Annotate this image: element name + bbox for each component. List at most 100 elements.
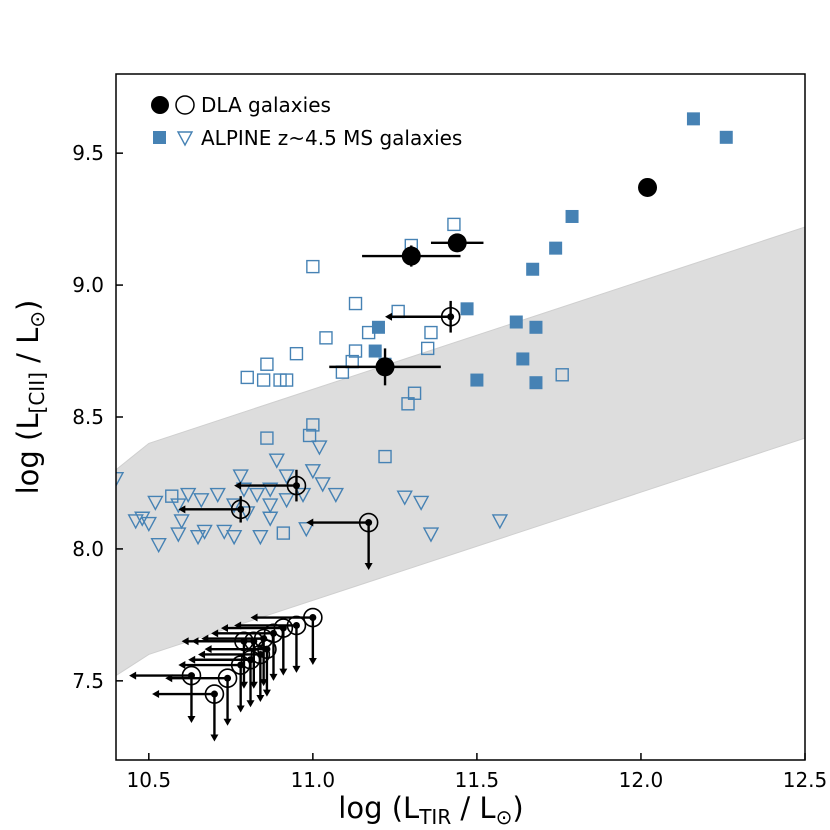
upper-limit-arrow-head — [246, 700, 255, 708]
alpine-upper-limit-triangle — [327, 487, 344, 503]
alpine-detection-square — [549, 241, 563, 255]
x-tick-label: 11.5 — [455, 768, 500, 792]
alpine-open-square — [555, 368, 569, 382]
alpine-open-square — [420, 341, 435, 356]
upper-limit-arrow-head — [385, 312, 393, 321]
alpine-open-square — [319, 331, 333, 345]
dla-limit-open-circle — [240, 649, 261, 670]
alpine-detection-square — [371, 320, 385, 334]
shaded-band — [116, 226, 805, 677]
alpine-open-square — [401, 397, 415, 411]
alpine-upper-limit-triangle — [235, 482, 253, 498]
alpine-open-square — [289, 346, 304, 361]
upper-limit-arrow-head — [204, 645, 212, 654]
y-tick-label: 9.5 — [72, 141, 104, 165]
alpine-upper-limit-triangle — [239, 506, 256, 522]
alpine-upper-limit-triangle — [225, 530, 243, 546]
upper-limit-arrow-head — [259, 679, 268, 687]
x-tick-label: 12.5 — [783, 768, 828, 792]
dla-limit-center-dot — [292, 482, 300, 490]
alpine-upper-limit-triangle — [278, 493, 295, 509]
upper-limit-arrow-head — [181, 637, 189, 646]
alpine-upper-limit-triangle — [209, 487, 226, 503]
alpine-open-square — [260, 357, 274, 371]
y-tick-label: 8.5 — [72, 405, 104, 429]
alpine-upper-limit-triangle — [170, 498, 187, 514]
y-tick-label: 9.0 — [72, 273, 104, 297]
upper-limit-arrow-head — [165, 674, 173, 683]
dla-limit-open-circle — [181, 665, 202, 686]
dla-points-layer — [129, 177, 658, 742]
dla-limit-center-dot — [365, 519, 373, 527]
y-tick-label: 7.5 — [72, 669, 104, 693]
alpine-upper-limit-triangle — [268, 453, 285, 469]
alpine-open-square — [276, 526, 291, 540]
alpine-open-square — [256, 373, 271, 387]
dla-limit-center-dot — [210, 690, 218, 698]
x-tick-label: 10.5 — [127, 768, 172, 792]
alpine-upper-limit-triangle — [298, 522, 315, 538]
alpine-upper-limit-triangle — [180, 487, 197, 503]
upper-limit-arrow-head — [306, 518, 314, 527]
alpine-upper-limit-triangle — [311, 440, 328, 456]
upper-limit-arrow-head — [211, 629, 219, 638]
alpine-open-square — [348, 344, 363, 358]
upper-limit-arrow-head — [187, 716, 196, 724]
legend-alpine-label: ALPINE z~4.5 MS galaxies — [201, 126, 462, 150]
alpine-upper-limit-triangle — [150, 537, 167, 554]
dla-limit-center-dot — [237, 661, 245, 669]
legend-dla-filled-marker — [151, 96, 169, 114]
upper-limit-arrow-head — [239, 681, 248, 689]
dla-limit-open-circle — [257, 639, 277, 659]
upper-limit-arrow-head — [198, 650, 206, 659]
dla-limit-open-circle — [250, 644, 271, 665]
alpine-detection-square — [516, 352, 530, 366]
dla-limit-center-dot — [240, 637, 248, 645]
alpine-upper-limit-triangle — [225, 498, 243, 514]
upper-limit-arrow-head — [210, 734, 219, 742]
alpine-detection-square — [368, 344, 382, 358]
legend-alpine-square-marker — [153, 131, 166, 144]
alpine-upper-limit-triangle — [422, 527, 440, 543]
axis-ticks-layer: 10.5 11.0 11.5 12.0 12.5 7.5 8.0 8.5 9.0 9.5 — [72, 141, 827, 792]
alpine-upper-limit-triangle — [262, 498, 279, 514]
upper-limit-arrow-head — [234, 481, 242, 490]
legend-alpine-triangle-marker — [176, 131, 194, 147]
dla-limit-open-circle — [440, 306, 461, 327]
dla-limit-open-circle — [273, 618, 294, 638]
upper-limit-arrow-head — [188, 655, 196, 664]
upper-limit-arrow-head — [256, 694, 265, 702]
alpine-upper-limit-triangle — [173, 514, 190, 530]
dla-limit-open-circle — [286, 475, 307, 496]
alpine-upper-limit-triangle — [147, 495, 164, 511]
alpine-detection-square — [529, 320, 543, 334]
upper-limit-arrow-head — [262, 689, 271, 697]
upper-limit-arrow-head — [178, 661, 186, 670]
alpine-open-square — [378, 449, 392, 464]
dla-limit-center-dot — [224, 674, 232, 682]
alpine-upper-limit-triangle — [252, 530, 269, 546]
x-tick-label: 11.0 — [291, 768, 336, 792]
alpine-detection-square — [526, 262, 540, 276]
dla-detection-point — [375, 357, 395, 377]
upper-limit-arrow-head — [308, 658, 317, 666]
dla-limit-center-dot — [237, 505, 245, 513]
alpine-detection-square — [509, 315, 523, 329]
alpine-upper-limit-triangle — [134, 511, 151, 527]
upper-limit-arrow-head — [178, 505, 186, 514]
upper-limit-arrow-head — [129, 671, 137, 680]
alpine-upper-limit-triangle — [140, 516, 157, 533]
dla-limit-open-circle — [230, 655, 251, 675]
alpine-upper-limit-triangle — [170, 527, 187, 543]
alpine-upper-limit-triangle — [248, 487, 266, 503]
dla-limit-open-circle — [286, 615, 307, 636]
alpine-open-square — [361, 325, 376, 340]
alpine-detection-square — [529, 376, 543, 390]
alpine-upper-limit-triangle — [491, 514, 509, 530]
alpine-open-square — [260, 431, 274, 445]
alpine-open-square — [306, 259, 320, 274]
alpine-upper-limit-triangle — [396, 490, 413, 506]
dla-limit-open-circle — [204, 684, 225, 704]
alpine-upper-limit-triangle — [193, 493, 210, 509]
alpine-detection-square — [470, 373, 484, 387]
